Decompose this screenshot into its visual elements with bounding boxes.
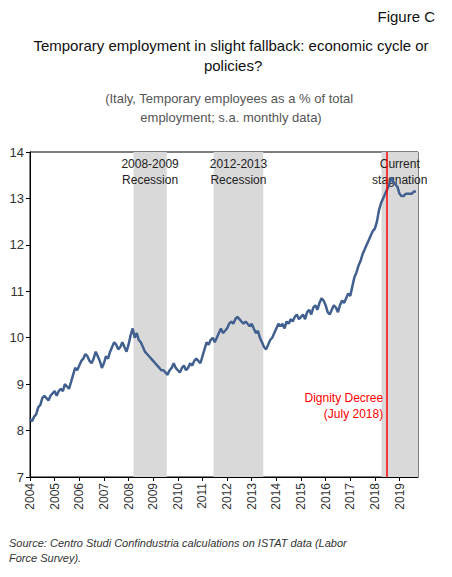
svg-text:2004: 2004 xyxy=(23,483,37,510)
svg-text:Temporary employment in slight: Temporary employment in slight fallback:… xyxy=(33,37,428,54)
svg-text:11: 11 xyxy=(11,284,25,299)
svg-text:2011: 2011 xyxy=(195,483,209,509)
svg-text:2015: 2015 xyxy=(294,483,308,510)
svg-text:Current: Current xyxy=(380,157,421,171)
svg-text:Figure C: Figure C xyxy=(377,8,435,25)
svg-text:Recession: Recession xyxy=(122,173,178,187)
svg-text:2012: 2012 xyxy=(220,483,234,510)
svg-text:2010: 2010 xyxy=(171,483,185,510)
svg-text:Recession: Recession xyxy=(210,173,266,187)
svg-text:2014: 2014 xyxy=(269,483,283,510)
svg-text:2018: 2018 xyxy=(368,483,382,510)
svg-text:2007: 2007 xyxy=(97,483,111,510)
svg-text:7: 7 xyxy=(17,470,24,485)
svg-text:12: 12 xyxy=(10,237,24,252)
svg-text:2008: 2008 xyxy=(122,483,136,510)
svg-text:8: 8 xyxy=(17,423,24,438)
svg-text:(Italy, Temporary employees as: (Italy, Temporary employees as a % of to… xyxy=(105,91,357,106)
svg-text:Force Survey).: Force Survey). xyxy=(9,552,81,564)
svg-text:Source: Centro Studi Confindus: Source: Centro Studi Confindustria calcu… xyxy=(9,537,350,549)
svg-text:2017: 2017 xyxy=(343,483,357,510)
svg-text:employment; s.a. monthly data): employment; s.a. monthly data) xyxy=(140,110,321,125)
svg-text:policies?: policies? xyxy=(200,57,263,74)
svg-text:14: 14 xyxy=(10,145,24,160)
svg-text:2008-2009: 2008-2009 xyxy=(121,157,179,171)
svg-text:2016: 2016 xyxy=(319,483,333,510)
svg-text:2009: 2009 xyxy=(146,483,160,510)
svg-text:13: 13 xyxy=(10,191,24,206)
svg-text:Dignity Decree: Dignity Decree xyxy=(305,391,384,405)
svg-text:(July 2018): (July 2018) xyxy=(324,407,383,421)
svg-text:2006: 2006 xyxy=(72,483,86,510)
svg-text:10: 10 xyxy=(10,330,24,345)
svg-text:2013: 2013 xyxy=(245,483,259,510)
svg-text:2005: 2005 xyxy=(48,483,62,510)
svg-text:2019: 2019 xyxy=(393,483,407,510)
svg-text:2012-2013: 2012-2013 xyxy=(210,157,268,171)
svg-text:9: 9 xyxy=(17,377,24,392)
svg-text:stagnation: stagnation xyxy=(372,173,427,187)
